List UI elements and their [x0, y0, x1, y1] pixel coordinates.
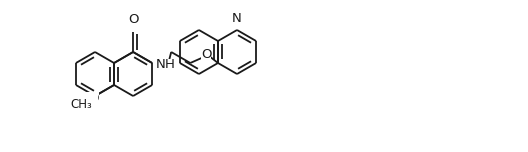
Text: O: O — [88, 92, 99, 105]
Text: H: H — [165, 59, 175, 71]
Text: O: O — [128, 13, 138, 26]
Text: CH₃: CH₃ — [70, 97, 92, 111]
Text: N: N — [232, 12, 242, 25]
Text: O: O — [201, 47, 211, 60]
Text: N: N — [156, 57, 166, 71]
